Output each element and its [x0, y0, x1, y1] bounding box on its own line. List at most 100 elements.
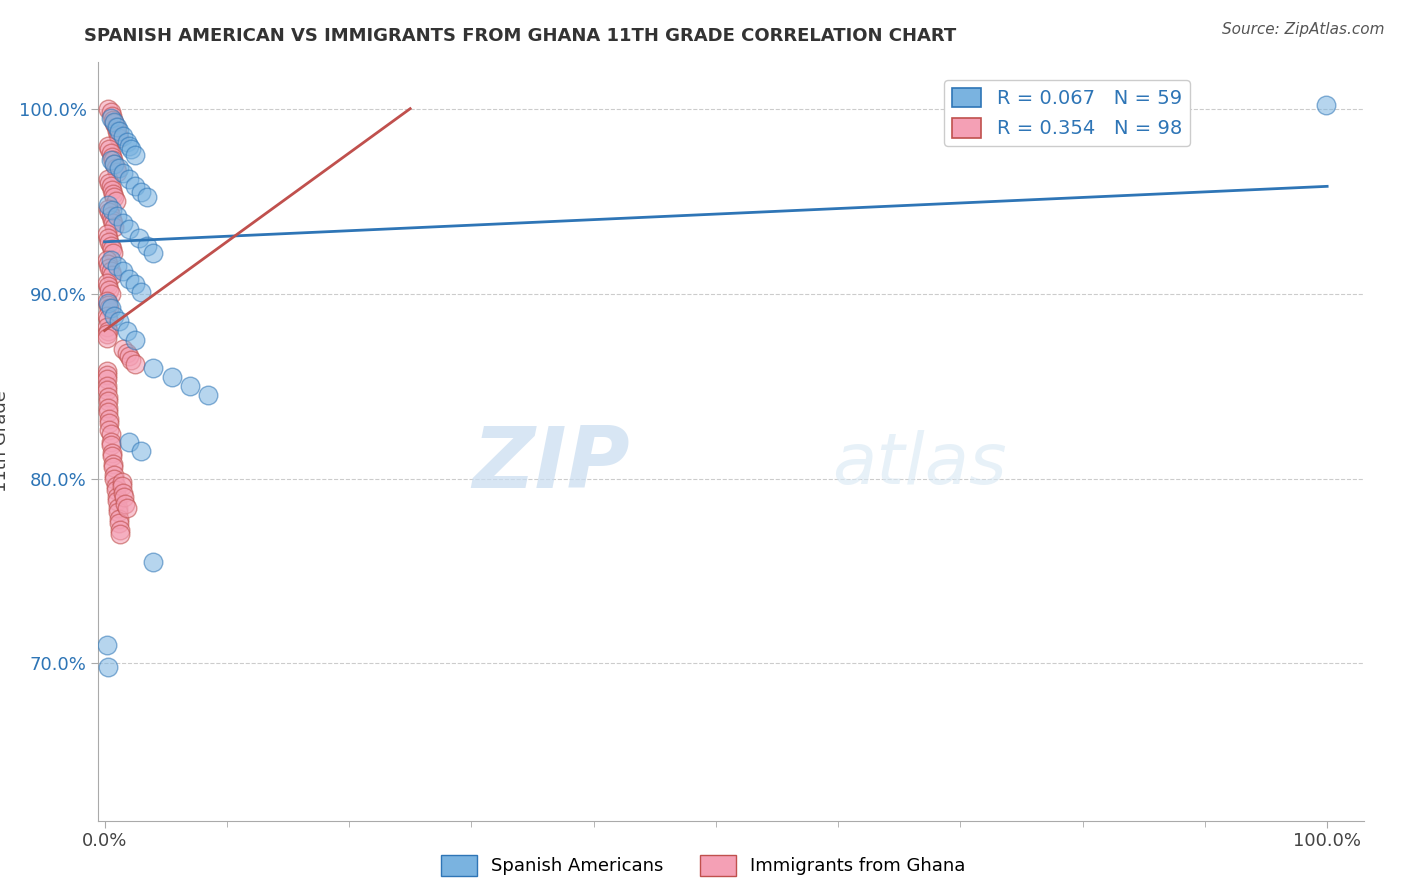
Point [100, 286, 122, 301]
Point [110, 527, 132, 541]
Point [103, 157, 125, 171]
Text: atlas: atlas [832, 430, 1007, 499]
Point [96, 379, 118, 393]
Point [101, 153, 124, 168]
Point [111, 486, 134, 500]
Point [120, 353, 142, 368]
Point [98, 412, 121, 426]
Point [100, 427, 122, 442]
Point [128, 231, 150, 245]
Point [97, 202, 120, 216]
Point [101, 203, 124, 218]
Point [100, 179, 122, 194]
Point [114, 497, 136, 511]
Point [98, 176, 121, 190]
Point [101, 112, 124, 127]
Point [103, 190, 125, 204]
Point [108, 314, 131, 328]
Point [96, 276, 118, 290]
Point [105, 164, 128, 178]
Point [97, 231, 120, 245]
Point [120, 142, 142, 156]
Point [97, 660, 120, 674]
Point [111, 264, 134, 278]
Point [100, 111, 122, 125]
Point [101, 246, 124, 260]
Point [124, 148, 146, 162]
Point [108, 512, 131, 526]
Point [101, 186, 124, 201]
Point [111, 166, 134, 180]
Point [103, 157, 125, 171]
Point [160, 369, 183, 384]
Point [96, 319, 118, 334]
Point [101, 216, 124, 230]
Point [98, 283, 121, 297]
Point [101, 242, 124, 256]
Point [103, 220, 125, 235]
Point [136, 190, 159, 204]
Text: ZIP: ZIP [472, 423, 630, 506]
Point [100, 438, 122, 452]
Point [107, 505, 129, 519]
Point [118, 138, 141, 153]
Point [96, 372, 118, 386]
Point [96, 331, 118, 345]
Point [103, 467, 125, 482]
Point [98, 416, 121, 430]
Point [97, 401, 120, 416]
Legend: R = 0.067   N = 59, R = 0.354   N = 98: R = 0.067 N = 59, R = 0.354 N = 98 [943, 79, 1189, 146]
Point [100, 434, 122, 449]
Point [101, 450, 124, 464]
Text: SPANISH AMERICAN VS IMMIGRANTS FROM GHANA 11TH GRADE CORRELATION CHART: SPANISH AMERICAN VS IMMIGRANTS FROM GHAN… [84, 27, 956, 45]
Point [115, 345, 138, 359]
Point [100, 238, 122, 252]
Point [104, 120, 127, 135]
Point [124, 333, 146, 347]
Point [105, 124, 128, 138]
Point [115, 501, 138, 516]
Point [97, 312, 120, 326]
Point [105, 259, 128, 273]
Point [97, 393, 120, 408]
Point [118, 272, 141, 286]
Point [100, 209, 122, 223]
Point [118, 222, 141, 236]
Point [97, 102, 120, 116]
Point [112, 490, 135, 504]
Point [97, 324, 120, 338]
Point [100, 264, 122, 278]
Point [101, 183, 124, 197]
Point [97, 257, 120, 271]
Point [105, 120, 128, 135]
Point [107, 128, 129, 142]
Point [179, 379, 201, 393]
Point [108, 161, 131, 175]
Point [118, 350, 141, 364]
Point [98, 142, 121, 156]
Point [111, 216, 134, 230]
Point [108, 516, 131, 530]
Point [197, 388, 219, 402]
Point [96, 253, 118, 268]
Point [108, 124, 131, 138]
Point [98, 260, 121, 275]
Legend: Spanish Americans, Immigrants from Ghana: Spanish Americans, Immigrants from Ghana [433, 847, 973, 883]
Point [100, 146, 122, 161]
Point [101, 445, 124, 459]
Point [100, 105, 122, 120]
Point [103, 471, 125, 485]
Point [105, 493, 128, 508]
Point [96, 309, 118, 323]
Point [111, 475, 134, 490]
Point [129, 443, 152, 458]
Point [104, 479, 127, 493]
Point [101, 460, 124, 475]
Point [1315, 98, 1337, 112]
Point [97, 296, 120, 310]
Point [96, 327, 118, 342]
Point [104, 194, 127, 208]
Point [105, 490, 128, 504]
Y-axis label: 11th Grade: 11th Grade [0, 391, 10, 492]
Point [97, 298, 120, 312]
